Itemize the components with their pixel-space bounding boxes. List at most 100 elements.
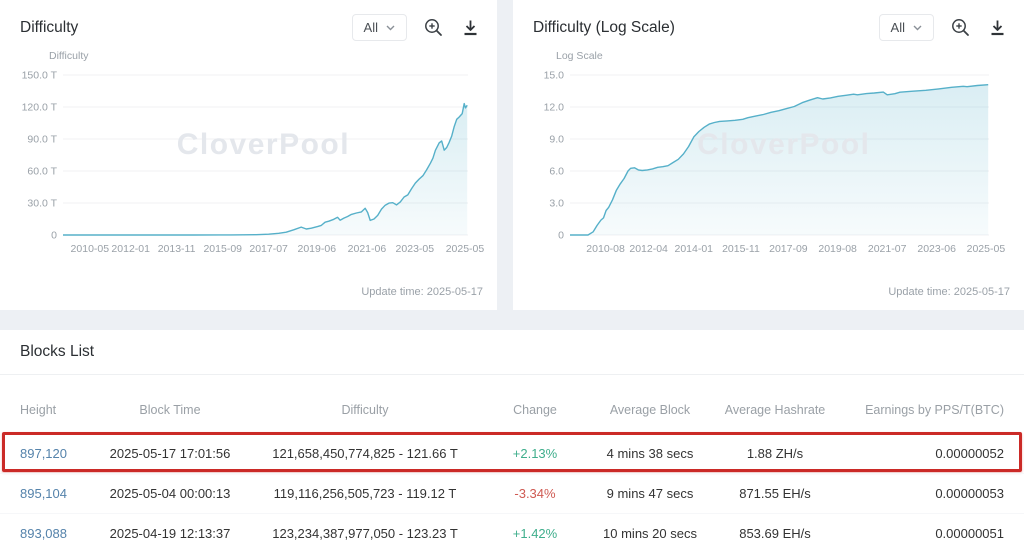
x-tick-label: 2023-05 [396,243,435,255]
update-time: Update time: 2025-05-17 [888,286,1010,298]
chart-card-header: Difficulty All [0,0,497,41]
y-tick-label: 30.0 T [27,198,57,210]
download-icon [991,20,1003,36]
download-icon [464,20,476,36]
y-tick-label: 150.0 T [22,70,58,82]
series-area [570,84,989,235]
change-cell: +1.42% [512,526,558,541]
x-tick-label: 2017-09 [769,243,808,255]
difficulty-log-chart[interactable]: 15.0 12.0 9.0 6.0 3.0 0 Log Scale 2010-08 2012-0… [513,45,1024,263]
x-tick-label: 2015-11 [722,243,760,255]
average-hashrate-cell: 871.55 EH/s [739,486,811,501]
y-tick-label: 90.0 T [27,134,57,146]
blocks-table-body: 897,120 2025-05-17 17:01:56 121,658,450,77… [0,432,1024,541]
x-tick-label: 2010-08 [586,243,625,255]
y-tick-label: 0 [51,230,57,242]
table-row: 893,088 2025-04-19 12:13:37 123,234,387,97… [0,513,1024,541]
earnings-cell: 0.00000052 [935,445,1004,461]
y-axis-name: Log Scale [556,50,603,62]
block-height-link[interactable]: 895,104 [20,486,67,501]
charts-row: Difficulty All [0,0,1024,310]
column-header-height: Height [20,403,57,417]
x-tick-label: 2025-05 [967,243,1006,255]
update-time: Update time: 2025-05-17 [361,286,483,298]
blocks-table-header: Height Block Time Difficulty Change Aver… [0,375,1024,433]
difficulty-log-chart-card: Difficulty (Log Scale) All [513,0,1024,310]
column-header-average-hashrate: Average Hashrate [724,403,826,417]
x-tick-label: 2014-01 [674,243,713,255]
average-block-cell: 4 mins 38 secs [606,445,694,461]
blocks-list-card: Blocks List Height Block Time Difficulty… [0,330,1024,541]
column-header-difficulty: Difficulty [341,403,389,417]
download-button[interactable] [459,17,481,39]
zoom-in-icon [424,19,442,36]
y-tick-label: 120.0 T [22,102,58,114]
series-line [570,84,989,236]
y-tick-label: 12.0 [544,102,565,114]
download-button[interactable] [986,17,1008,39]
block-height-link[interactable]: 897,120 [20,445,67,461]
difficulty-cell: 121,658,450,774,825 - 121.66 T [272,445,458,461]
x-tick-label: 2025-05 [446,243,485,255]
x-tick-label: 2019-08 [818,243,857,255]
x-tick-label: 2021-06 [348,243,387,255]
earnings-cell: 0.00000053 [935,486,1004,501]
blocks-list-title: Blocks List [0,330,1024,375]
range-select-value: All [363,20,378,35]
x-tick-label: 2017-07 [249,243,288,255]
table-row: 897,120 2025-05-17 17:01:56 121,658,450,77… [0,432,1024,473]
difficulty-cell: 123,234,387,977,050 - 123.23 T [272,526,458,541]
column-header-block-time: Block Time [139,403,201,417]
y-tick-label: 9.0 [549,134,564,146]
average-block-cell: 10 mins 20 secs [603,526,697,541]
block-time-cell: 2025-05-04 00:00:13 [109,486,231,501]
difficulty-chart-card: Difficulty All [0,0,497,310]
table-row: 895,104 2025-05-04 00:00:13 119,116,256,50… [0,473,1024,513]
change-cell: +2.13% [512,445,558,461]
y-tick-label: 6.0 [549,166,564,178]
block-height-link[interactable]: 893,088 [20,526,67,541]
average-hashrate-cell: 1.88 ZH/s [746,445,804,461]
difficulty-chart[interactable]: 150.0 T 120.0 T 90.0 T 60.0 T 30.0 T 0 Difficu… [0,45,497,263]
block-time-cell: 2025-04-19 12:13:37 [109,526,231,541]
x-tick-label: 2012-04 [629,243,668,255]
range-select-dropdown[interactable]: All [878,14,934,41]
x-tick-label: 2010-05 [71,243,110,255]
column-header-change: Change [513,403,557,417]
x-tick-label: 2013-11 [158,243,196,255]
y-tick-label: 15.0 [544,70,565,82]
chart-title: Difficulty [20,18,79,36]
chart-area: 15.0 12.0 9.0 6.0 3.0 0 Log Scale 2010-08 2012-0… [513,45,1024,263]
chevron-down-icon [386,25,395,30]
chart-controls: All [351,14,481,41]
column-header-average-block: Average Block [609,403,691,417]
x-tick-label: 2021-07 [868,243,907,255]
y-tick-label: 3.0 [549,198,564,210]
x-tick-label: 2019-06 [298,243,337,255]
zoom-in-icon [951,19,969,36]
average-block-cell: 9 mins 47 secs [606,486,694,501]
y-tick-label: 60.0 T [27,166,57,178]
chevron-down-icon [913,25,922,30]
chart-area: 150.0 T 120.0 T 90.0 T 60.0 T 30.0 T 0 Difficu… [0,45,497,263]
x-tick-label: 2023-06 [917,243,956,255]
zoom-in-button[interactable] [949,17,971,39]
x-tick-label: 2012-01 [111,243,150,255]
range-select-dropdown[interactable]: All [351,14,407,41]
chart-title: Difficulty (Log Scale) [533,18,675,36]
y-axis-name: Difficulty [49,50,89,62]
average-hashrate-cell: 853.69 EH/s [739,526,811,541]
chart-controls: All [878,14,1008,41]
block-time-cell: 2025-05-17 17:01:56 [109,445,231,461]
range-select-value: All [890,20,905,35]
series-area [63,103,468,235]
column-header-earnings: Earnings by PPS/T(BTC) [865,403,1004,417]
x-tick-label: 2015-09 [203,243,242,255]
change-cell: -3.34% [514,486,556,501]
chart-card-header: Difficulty (Log Scale) All [513,0,1024,41]
difficulty-cell: 119,116,256,505,723 - 119.12 T [273,486,457,501]
series-line [63,102,468,236]
y-tick-label: 0 [558,230,564,242]
zoom-in-button[interactable] [422,17,444,39]
earnings-cell: 0.00000051 [935,526,1004,541]
